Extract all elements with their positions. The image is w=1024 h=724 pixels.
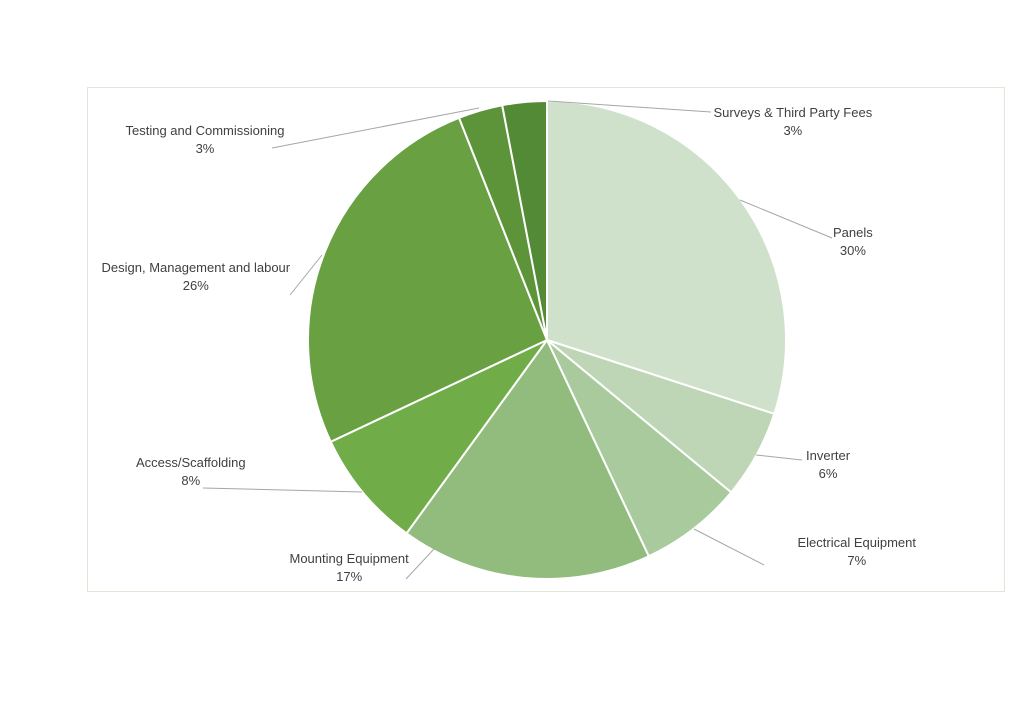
data-label: Inverter 6%	[806, 447, 850, 483]
leader-line	[289, 254, 323, 296]
leader-line	[202, 487, 363, 493]
data-label-percent: 3%	[783, 123, 803, 138]
leader-line	[693, 528, 765, 566]
data-label-category: Panels	[833, 225, 873, 240]
data-label-category: Mounting Equipment	[289, 551, 409, 566]
leader-line	[405, 548, 435, 580]
pie-slice-access-scaffolding[interactable]	[329, 339, 548, 535]
data-label-category: Testing and Commissioning	[125, 123, 285, 138]
data-label-percent: 8%	[181, 473, 201, 488]
leader-line	[271, 107, 480, 149]
pie-slice-design-management-and-labour[interactable]	[307, 116, 549, 444]
data-label: Access/Scaffolding 8%	[136, 454, 246, 490]
data-label: Electrical Equipment 7%	[798, 534, 917, 570]
data-label: Design, Management and labour 26%	[102, 259, 291, 295]
leader-line	[739, 199, 833, 239]
data-label-percent: 26%	[182, 278, 209, 293]
pie-slice-mounting-equipment[interactable]	[405, 338, 651, 580]
data-label: Testing and Commissioning 3%	[126, 122, 285, 158]
data-label-category: Electrical Equipment	[797, 535, 917, 550]
data-label-percent: 30%	[839, 243, 866, 258]
data-label-category: Inverter	[806, 448, 851, 463]
chart-area	[87, 87, 1005, 592]
data-label-percent: 3%	[195, 141, 215, 156]
pie-slice-electrical-equipment[interactable]	[546, 339, 733, 558]
data-label-category: Design, Management and labour	[101, 260, 291, 275]
data-label: Surveys & Third Party Fees 3%	[714, 104, 873, 140]
leader-line	[547, 100, 712, 113]
leader-line	[755, 454, 803, 461]
data-label-percent: 7%	[847, 553, 867, 568]
data-label-percent: 17%	[336, 569, 363, 584]
pie-slice-surveys-third-party-fees[interactable]	[501, 99, 548, 341]
data-label-category: Access/Scaffolding	[136, 455, 246, 470]
data-label: Panels 30%	[833, 224, 873, 260]
pie-slice-panels[interactable]	[546, 99, 787, 416]
data-label-percent: 6%	[818, 466, 838, 481]
data-label: Mounting Equipment 17%	[290, 550, 409, 586]
data-label-category: Surveys & Third Party Fees	[713, 105, 873, 120]
